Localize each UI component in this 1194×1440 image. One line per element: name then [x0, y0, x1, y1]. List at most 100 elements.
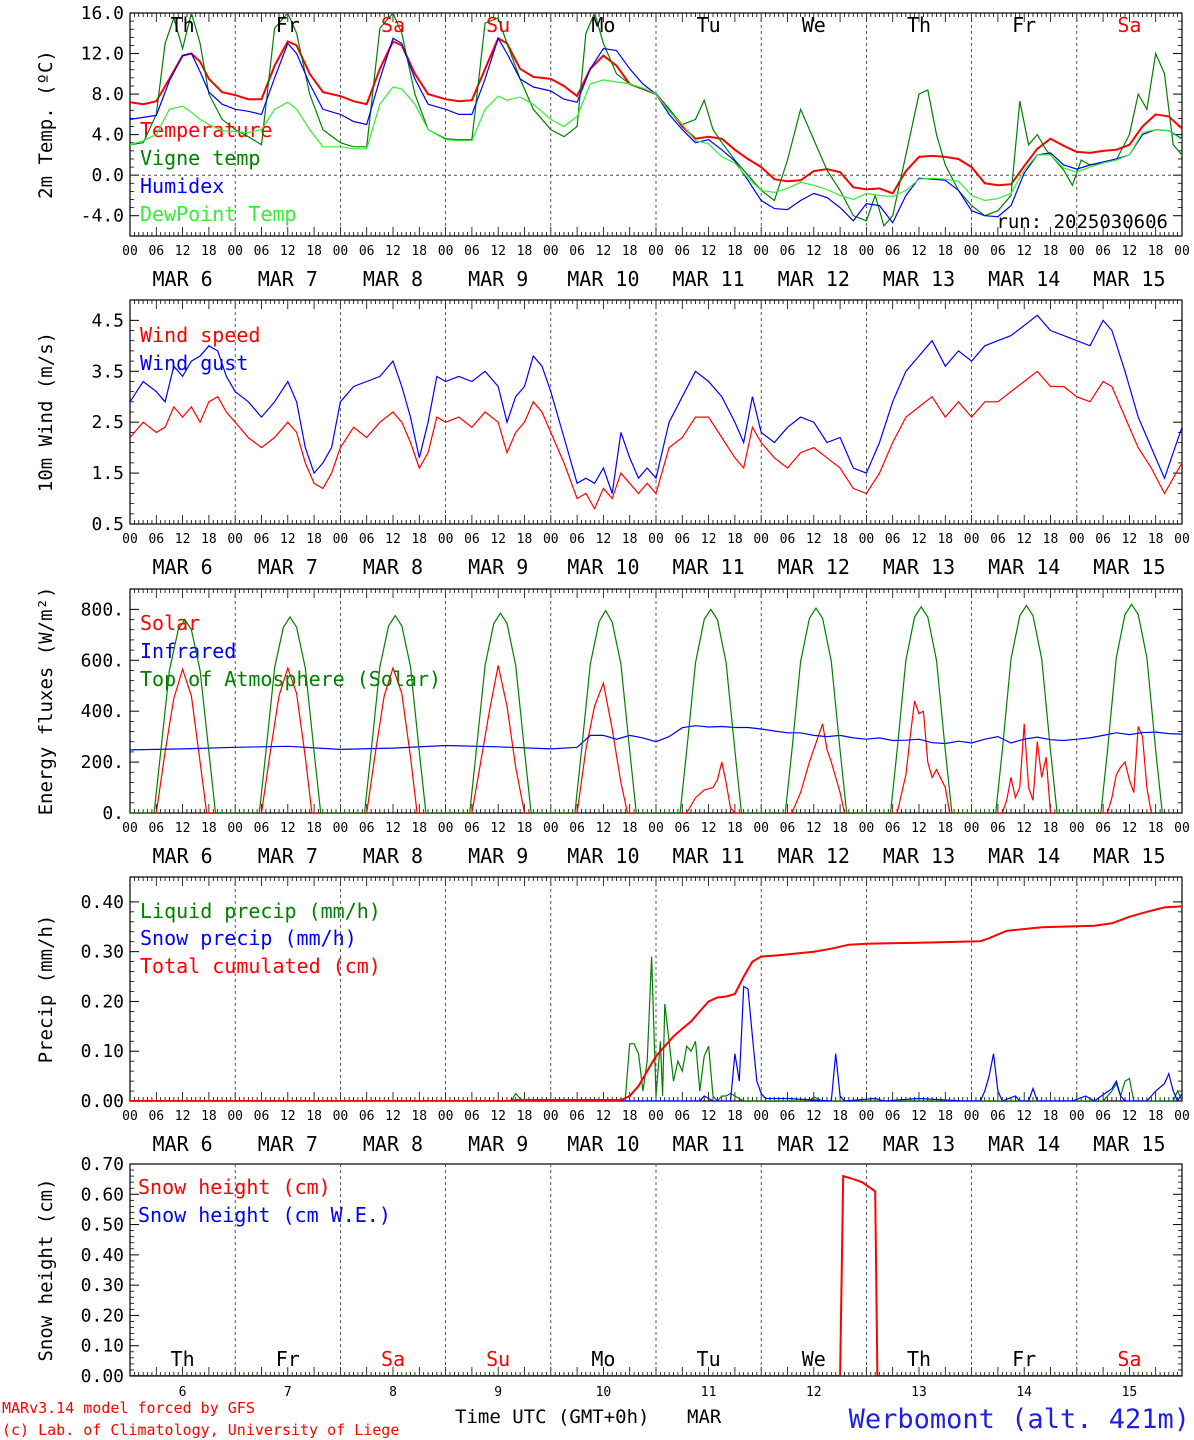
- hour-tick-label: 12: [175, 821, 191, 836]
- legend-entry: Snow precip (mm/h): [140, 926, 357, 950]
- hour-tick-label: 06: [674, 532, 690, 547]
- hour-tick-label: 06: [780, 821, 796, 836]
- hour-tick-label: 18: [517, 1109, 533, 1124]
- hour-tick-label: 00: [227, 532, 243, 547]
- y-tick-label: 0.00: [81, 1091, 124, 1112]
- date-label: MAR 13: [883, 1132, 955, 1156]
- y-tick-label: 600.: [81, 650, 124, 671]
- hour-tick-label: 00: [543, 532, 559, 547]
- y-tick-label: 0.00: [81, 1366, 124, 1387]
- legend-entry: Vigne temp: [140, 146, 260, 170]
- hour-tick-label: 00: [1069, 244, 1085, 259]
- hour-tick-label: 00: [859, 532, 875, 547]
- hour-tick-label: 18: [622, 1109, 638, 1124]
- hour-tick-label: 00: [964, 821, 980, 836]
- hour-tick-label: 18: [411, 1109, 427, 1124]
- hour-tick-label: 18: [517, 244, 533, 259]
- day-number-label: 9: [494, 1385, 502, 1400]
- hour-tick-label: 06: [990, 821, 1006, 836]
- date-label: MAR 8: [363, 1132, 423, 1156]
- hour-tick-label: 12: [806, 1109, 822, 1124]
- hour-tick-label: 00: [543, 821, 559, 836]
- date-label: MAR 6: [152, 267, 212, 291]
- date-label: MAR 7: [258, 267, 318, 291]
- panels: 16.0 12.0 8.0 4.0 0.0 -4.0 2m Temp. (ºC) Temper…: [35, 3, 1190, 1400]
- hour-tick-label: 06: [148, 1109, 164, 1124]
- hour-tick-label: 06: [254, 532, 270, 547]
- y-tick-label: 8.0: [91, 84, 124, 105]
- hour-tick-label: 06: [464, 821, 480, 836]
- day-number-label: 13: [911, 1385, 927, 1400]
- date-label: MAR 12: [778, 555, 850, 579]
- legend-entry: Snow height (cm): [138, 1175, 331, 1199]
- hour-tick-label: 18: [517, 821, 533, 836]
- series-line: [130, 665, 1152, 813]
- hour-tick-label: 00: [753, 1109, 769, 1124]
- series-line: [130, 79, 1182, 202]
- hour-tick-label: 18: [1148, 244, 1164, 259]
- date-label: MAR 14: [988, 267, 1060, 291]
- y-tick-label: 400.: [81, 701, 124, 722]
- y-tick-label: 0.: [102, 803, 124, 824]
- hour-tick-label: 18: [832, 244, 848, 259]
- hour-tick-label: 18: [411, 244, 427, 259]
- hour-tick-label: 06: [254, 1109, 270, 1124]
- hour-tick-label: 00: [122, 532, 138, 547]
- date-label: MAR 14: [988, 1132, 1060, 1156]
- hour-tick-label: 12: [385, 821, 401, 836]
- date-label: MAR 6: [152, 1132, 212, 1156]
- y-tick-label: 0.10: [81, 1336, 124, 1357]
- legend-entry: Solar: [140, 611, 200, 635]
- hour-tick-label: 18: [1148, 532, 1164, 547]
- legend-entry: Total cumulated (cm): [140, 954, 381, 978]
- legend-entry: Top of Atmosphere (Solar): [140, 667, 441, 691]
- panel-2: 4.5 3.5 2.5 1.5 0.5 10m Wind (m/s) Wind speed W…: [35, 299, 1190, 579]
- date-label: MAR 7: [258, 555, 318, 579]
- hour-tick-label: 06: [569, 821, 585, 836]
- hour-tick-label: 00: [1069, 532, 1085, 547]
- series-line: [130, 370, 1182, 511]
- model-credit: MARv3.14 model forced by GFS: [2, 1399, 255, 1417]
- date-label: MAR 11: [672, 1132, 744, 1156]
- hour-tick-label: 18: [937, 1109, 953, 1124]
- hour-tick-label: 18: [306, 1109, 322, 1124]
- hour-tick-label: 00: [543, 1109, 559, 1124]
- hour-tick-label: 00: [648, 1109, 664, 1124]
- hour-tick-label: 18: [622, 532, 638, 547]
- hour-tick-label: 00: [438, 1109, 454, 1124]
- weekday-label: Fr: [1012, 13, 1036, 37]
- y-tick-label: 200.: [81, 752, 124, 773]
- hour-tick-label: 12: [701, 1109, 717, 1124]
- hour-tick-label: 18: [832, 821, 848, 836]
- hour-tick-label: 06: [990, 244, 1006, 259]
- hour-tick-label: 06: [780, 1109, 796, 1124]
- y-tick-label: -4.0: [81, 206, 124, 227]
- hour-tick-label: 18: [1043, 532, 1059, 547]
- hour-tick-label: 06: [464, 532, 480, 547]
- weekday-label: Sa: [381, 1347, 405, 1371]
- y-tick-label: 12.0: [81, 44, 124, 65]
- hour-tick-label: 18: [727, 532, 743, 547]
- weekday-label: Sa: [381, 13, 405, 37]
- date-label: MAR 9: [468, 267, 528, 291]
- y-axis-label: 2m Temp. (ºC): [35, 50, 57, 199]
- date-label: MAR 8: [363, 844, 423, 868]
- hour-tick-label: 12: [490, 532, 506, 547]
- weekday-label: Fr: [276, 1347, 300, 1371]
- hour-tick-label: 18: [1043, 244, 1059, 259]
- day-number-label: 12: [806, 1385, 822, 1400]
- y-tick-label: 0.5: [91, 514, 124, 535]
- hour-tick-label: 00: [333, 821, 349, 836]
- hour-tick-label: 18: [411, 532, 427, 547]
- run-label: run: 2025030606: [996, 211, 1168, 233]
- hour-tick-label: 06: [1095, 244, 1111, 259]
- hour-tick-label: 06: [1095, 1109, 1111, 1124]
- date-label: MAR 6: [152, 844, 212, 868]
- hour-tick-label: 00: [122, 244, 138, 259]
- hour-tick-label: 18: [622, 821, 638, 836]
- y-tick-label: 0.0: [91, 165, 124, 186]
- date-label: MAR 13: [883, 267, 955, 291]
- y-tick-label: 0.40: [81, 1245, 124, 1266]
- y-tick-label: 0.50: [81, 1215, 124, 1236]
- hour-tick-label: 18: [306, 532, 322, 547]
